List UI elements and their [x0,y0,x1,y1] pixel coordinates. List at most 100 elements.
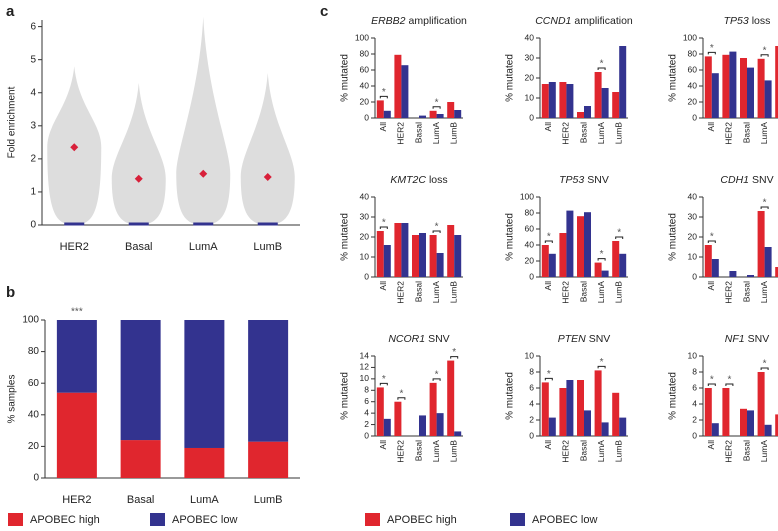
bar [584,106,591,118]
chart-title: CDH1 SNV [720,174,773,186]
x-tick-label: LumB [613,281,623,304]
y-tick-label: 8 [364,385,369,395]
gene-name: NF1 [725,333,745,345]
bar-segment [184,320,225,448]
bar [541,382,549,436]
bar [619,46,627,118]
y-tick-label: 10 [688,251,698,261]
bar [594,262,602,277]
bar [729,271,737,277]
y-tick-label: 2 [364,419,369,429]
bar [436,114,444,118]
x-tick-label: Basal [125,241,153,253]
bar-segment [120,320,161,441]
significance-bracket [379,382,388,386]
bar [383,110,391,118]
bar [584,212,591,277]
x-tick-label: HER2 [60,241,89,253]
y-tick-label: 6 [529,382,534,392]
y-tick-label: 5 [30,54,36,65]
legend-label: APOBEC high [30,514,100,526]
y-tick-label: 10 [360,373,370,383]
bar [747,410,754,436]
x-tick-label: LumB [776,281,778,304]
bar [740,408,747,436]
bar [447,225,455,277]
significance: * [382,218,386,229]
bar [447,360,455,436]
y-tick-label: 6 [692,382,697,392]
bar [548,253,556,277]
bar [612,241,620,277]
y-tick-label: 60 [688,64,698,74]
gene-name: PTEN [558,333,586,345]
significance: * [435,222,439,233]
panel-label: a [6,3,15,20]
significance: * [382,87,386,98]
x-tick-label: HER2 [396,122,406,145]
bar [619,253,627,277]
bar [757,372,765,436]
y-tick-label: 0 [364,430,369,440]
y-tick-label: 4 [30,87,36,98]
bar [612,392,620,436]
bar [577,112,584,118]
title-text: loss [752,15,771,27]
violin [111,82,166,226]
y-tick-label: 30 [525,52,535,62]
title-text: amplification [409,15,468,27]
bar [401,223,409,277]
bar [722,388,730,436]
y-axis-label: % samples [7,375,18,424]
x-tick-label: LumA [596,281,606,304]
x-tick-label: LumA [759,122,769,145]
y-tick-label: 80 [688,48,698,58]
y-tick-label: 0 [364,112,369,122]
bar [559,388,567,436]
y-tick-label: 10 [525,92,535,102]
title-text: SNV [589,333,611,345]
x-tick-label: LumB [253,241,282,253]
mean-marker [199,169,208,178]
x-tick-label: All [543,281,553,291]
bar [376,231,384,277]
bar [729,51,737,118]
x-tick-label: LumB [613,122,623,145]
significance-bracket [432,230,441,233]
x-tick-label: All [706,440,716,450]
significance: * [710,232,714,243]
violin [176,16,231,226]
bar [711,423,719,436]
bar [764,80,772,118]
y-axis-label: % mutated [340,54,351,102]
y-tick-label: 20 [28,441,40,452]
gene-name: TP53 [559,174,584,186]
significance-bracket [597,258,606,261]
legend-swatch [365,513,380,526]
significance: * [547,232,551,243]
gene-name: TP53 [724,15,749,27]
x-tick-label: All [378,122,388,132]
x-tick-label: LumB [448,122,458,145]
bar [577,380,584,436]
bar [541,245,549,277]
bar [541,84,549,118]
chart-title: NF1 SNV [725,333,769,345]
x-tick-label: LumA [759,281,769,304]
bar [601,270,609,277]
y-tick-label: 20 [525,255,535,265]
bar [401,65,409,118]
mean-marker [70,143,79,152]
significance: * [547,369,551,380]
y-tick-label: 0 [364,271,369,281]
bar [775,267,778,277]
bar [383,418,391,436]
bar [594,72,602,118]
y-tick-label: 20 [360,96,370,106]
y-tick-label: 4 [529,398,534,408]
x-tick-label: LumB [776,440,778,463]
significance-bracket [597,67,606,70]
bar [747,67,754,118]
y-axis-label: % mutated [505,372,516,420]
bar [376,387,384,436]
